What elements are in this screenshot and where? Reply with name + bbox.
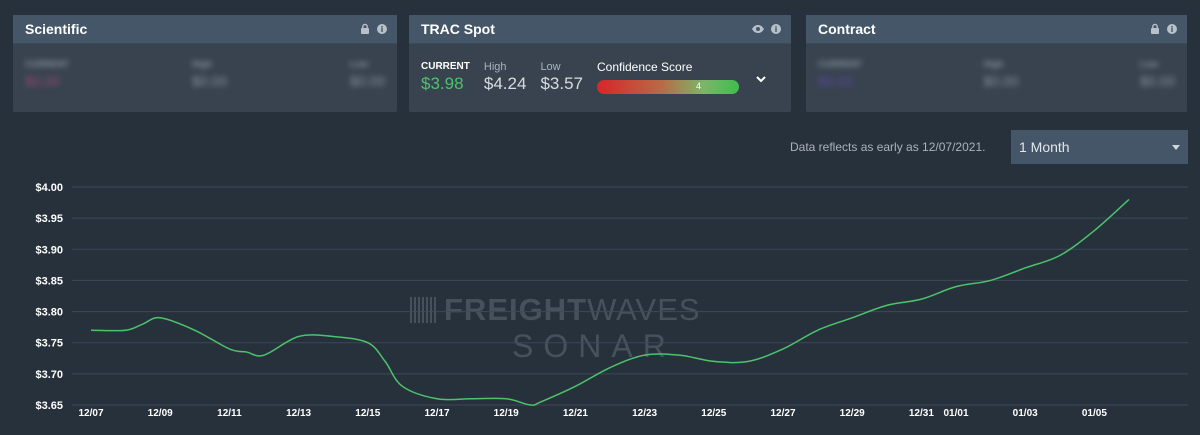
low-value: $0.00 bbox=[1139, 73, 1175, 89]
lock-icon[interactable] bbox=[1149, 23, 1161, 35]
lock-icon[interactable] bbox=[359, 23, 371, 35]
current-value: $3.98 bbox=[421, 74, 464, 93]
info-icon[interactable]: i bbox=[377, 24, 387, 34]
trac-spot-title: TRAC Spot bbox=[421, 21, 495, 37]
watermark-thin: WAVES bbox=[587, 292, 701, 327]
x-tick-label: 12/27 bbox=[770, 408, 795, 419]
high-value: $0.00 bbox=[983, 73, 1019, 89]
x-tick-label: 12/09 bbox=[148, 408, 173, 419]
scientific-values: CURRENT $0.00 High $0.00 Low $0.00 bbox=[25, 59, 385, 89]
scientific-card: Scientific i CURRENT $0.00 High $0.00 Low $… bbox=[13, 15, 397, 112]
low-value: $3.57 bbox=[540, 74, 583, 93]
trac-spot-values: CURRENT $3.98 High $4.24 Low $3.57 Confiden… bbox=[421, 60, 739, 94]
logo-bars-icon bbox=[410, 297, 436, 323]
confidence-score-value: 4 bbox=[695, 81, 701, 91]
info-icon[interactable]: i bbox=[771, 24, 781, 34]
x-tick-label: 12/11 bbox=[217, 408, 242, 419]
contract-title: Contract bbox=[818, 21, 876, 37]
low-label: Low bbox=[349, 59, 368, 69]
y-tick-label: $3.65 bbox=[35, 400, 63, 412]
eye-icon[interactable] bbox=[751, 23, 765, 35]
x-tick-label: 12/25 bbox=[701, 408, 726, 419]
watermark-sonar: SONAR bbox=[512, 328, 676, 364]
freightwaves-sonar-watermark: FREIGHT WAVES SONAR bbox=[410, 292, 790, 364]
current-label: CURRENT bbox=[818, 59, 862, 69]
x-tick-label: 12/13 bbox=[286, 408, 311, 419]
x-tick-label: 12/07 bbox=[78, 408, 103, 419]
series-line bbox=[90, 198, 1130, 406]
high-label: High bbox=[983, 59, 1004, 69]
y-tick-label: $3.85 bbox=[35, 275, 63, 287]
current-value: $0.00 bbox=[818, 73, 854, 89]
high-label: High bbox=[483, 61, 507, 73]
low-label: Low bbox=[1139, 59, 1158, 69]
x-tick-label: 12/17 bbox=[424, 408, 449, 419]
chevron-down-icon[interactable] bbox=[755, 73, 767, 85]
data-range-note: Data reflects as early as 12/07/2021. bbox=[790, 140, 986, 154]
scientific-title: Scientific bbox=[25, 21, 88, 37]
contract-card: Contract i CURRENT $0.00 High $0.00 Low $0.… bbox=[806, 15, 1187, 112]
x-tick-label: 01/03 bbox=[1013, 408, 1038, 419]
contract-values: CURRENT $0.00 High $0.00 Low $0.00 bbox=[818, 59, 1175, 89]
trac-spot-card-header: TRAC Spot i bbox=[409, 15, 791, 44]
x-tick-label: 12/31 bbox=[909, 408, 934, 419]
x-tick-label: 12/15 bbox=[355, 408, 380, 419]
y-tick-label: $3.75 bbox=[35, 338, 63, 350]
y-tick-label: $3.95 bbox=[35, 213, 63, 225]
x-tick-label: 12/21 bbox=[563, 408, 588, 419]
high-value: $4.24 bbox=[483, 74, 527, 93]
current-label: CURRENT bbox=[421, 61, 470, 72]
high-label: High bbox=[191, 59, 212, 69]
confidence-bar: 4 bbox=[596, 80, 739, 94]
scientific-card-header: Scientific i bbox=[13, 15, 397, 44]
y-tick-label: $4.00 bbox=[35, 182, 63, 194]
caret-down-icon bbox=[1172, 144, 1180, 150]
watermark-bold: FREIGHT bbox=[444, 292, 588, 327]
high-value: $0.00 bbox=[191, 73, 227, 89]
current-value: $0.00 bbox=[25, 73, 61, 89]
y-tick-label: $3.70 bbox=[35, 369, 63, 381]
time-range-value: 1 Month bbox=[1019, 139, 1070, 155]
current-label: CURRENT bbox=[25, 59, 69, 69]
contract-card-header: Contract i bbox=[806, 15, 1187, 44]
x-tick-label: 12/29 bbox=[840, 408, 865, 419]
x-tick-label: 12/19 bbox=[494, 408, 519, 419]
trac-spot-card: TRAC Spot i CURRENT $3.98 High $4.24 Low $3… bbox=[409, 15, 791, 112]
x-tick-label: 01/01 bbox=[943, 408, 968, 419]
confidence-score: Confidence Score 4 bbox=[596, 60, 739, 94]
x-tick-label: 12/23 bbox=[632, 408, 657, 419]
x-tick-label: 01/05 bbox=[1082, 408, 1107, 419]
y-tick-label: $3.80 bbox=[35, 307, 63, 319]
confidence-label: Confidence Score bbox=[596, 60, 693, 74]
low-label: Low bbox=[540, 61, 561, 73]
time-range-select[interactable]: 1 Month bbox=[1011, 130, 1188, 164]
low-value: $0.00 bbox=[349, 73, 385, 89]
y-tick-label: $3.90 bbox=[35, 244, 63, 256]
info-icon[interactable]: i bbox=[1167, 24, 1177, 34]
